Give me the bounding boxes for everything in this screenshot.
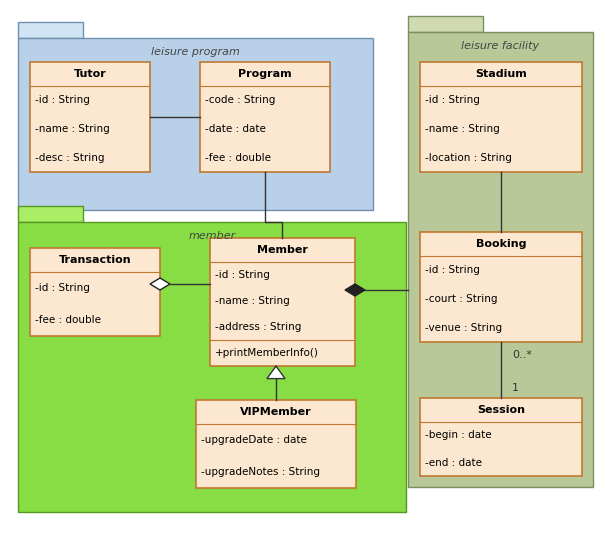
Text: -id : String: -id : String — [215, 270, 270, 280]
Text: -id : String: -id : String — [35, 96, 90, 105]
Bar — [18, 206, 83, 222]
Text: -id : String: -id : String — [425, 96, 480, 105]
Text: -id : String: -id : String — [35, 283, 90, 293]
Text: 1: 1 — [512, 383, 519, 393]
Text: Stadium: Stadium — [475, 69, 527, 79]
Polygon shape — [150, 278, 170, 290]
Text: -fee : double: -fee : double — [205, 153, 271, 163]
Bar — [18, 38, 373, 210]
Bar — [210, 238, 355, 366]
Bar — [200, 62, 330, 172]
Text: VIPMember: VIPMember — [240, 407, 312, 417]
Text: Session: Session — [477, 405, 525, 415]
Text: -upgradeDate : date: -upgradeDate : date — [201, 435, 307, 445]
Text: -id : String: -id : String — [425, 265, 480, 275]
Text: Member: Member — [257, 245, 308, 255]
Text: -address : String: -address : String — [215, 322, 301, 332]
Text: -venue : String: -venue : String — [425, 323, 502, 333]
Polygon shape — [267, 366, 285, 379]
Text: leisure facility: leisure facility — [462, 41, 540, 51]
Bar — [196, 400, 356, 488]
Text: -court : String: -court : String — [425, 294, 497, 304]
Bar — [420, 232, 582, 342]
Text: Transaction: Transaction — [59, 255, 131, 265]
Text: -upgradeNotes : String: -upgradeNotes : String — [201, 467, 320, 477]
Text: -fee : double: -fee : double — [35, 315, 101, 325]
Text: +printMemberInfo(): +printMemberInfo() — [215, 348, 319, 358]
Text: -location : String: -location : String — [425, 153, 512, 163]
Bar — [420, 62, 582, 172]
Text: -desc : String: -desc : String — [35, 153, 105, 163]
Text: Booking: Booking — [476, 239, 526, 249]
Bar — [408, 32, 593, 487]
Bar — [18, 222, 406, 512]
Text: 0..*: 0..* — [512, 350, 532, 360]
Text: leisure program: leisure program — [151, 47, 240, 57]
Text: Tutor: Tutor — [74, 69, 106, 79]
Bar — [30, 248, 160, 336]
Bar — [420, 398, 582, 476]
Polygon shape — [345, 284, 365, 296]
Text: -begin : date: -begin : date — [425, 430, 492, 441]
Bar — [30, 62, 150, 172]
Text: -name : String: -name : String — [215, 296, 290, 306]
Text: -name : String: -name : String — [35, 124, 110, 134]
Bar — [18, 22, 83, 38]
Text: -code : String: -code : String — [205, 96, 275, 105]
Text: member: member — [188, 231, 235, 241]
Text: Program: Program — [238, 69, 292, 79]
Text: -name : String: -name : String — [425, 124, 500, 134]
Text: -date : date: -date : date — [205, 124, 266, 134]
Text: -end : date: -end : date — [425, 457, 482, 468]
Bar — [408, 16, 483, 32]
